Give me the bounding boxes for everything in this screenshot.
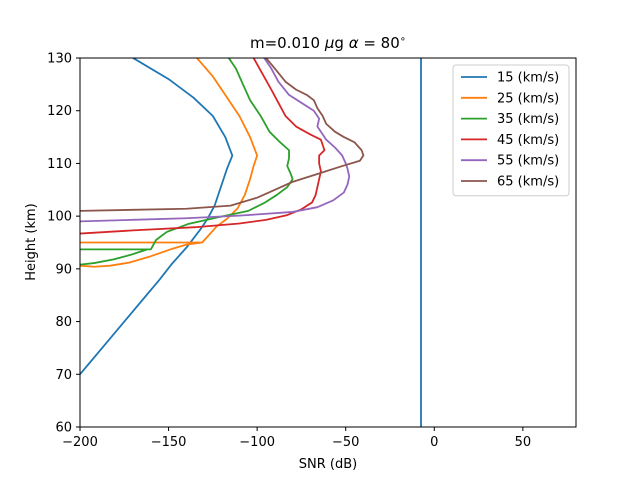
series-line-4 [80,58,326,235]
legend-label: 55 (km/s) [497,154,559,169]
y-tick-label: 90 [55,262,72,277]
plot-frame [79,57,577,428]
legend-label: 25 (km/s) [497,91,559,106]
legend-label: 15 (km/s) [497,71,559,86]
y-tick-label: 60 [55,421,72,436]
y-tick-label: 110 [47,157,72,172]
x-tick-label: −50 [332,435,359,450]
chart-title: m=0.010 μg α = 80∘ [250,34,406,52]
axes-layer: −200 −150 −100 −50 0 50 60 70 80 90 100 110 120 130 [47,52,577,450]
series-layer [80,58,422,427]
y-axis-label: Height (km) [24,203,39,280]
x-tick-label: −150 [151,435,187,450]
x-tick-label: −100 [239,435,275,450]
y-tick-label: 130 [47,52,72,67]
series-line-5 [80,58,351,223]
legend: 15 (km/s) 25 (km/s) 35 (km/s) 45 (km/s) 55 (… [452,64,570,197]
x-tick-label: −200 [62,435,98,450]
legend-label: 35 (km/s) [497,112,559,127]
y-tick-label: 100 [47,210,72,225]
x-axis-label: SNR (dB) [299,457,357,472]
legend-label: 45 (km/s) [497,133,559,148]
y-tick-label: 70 [55,368,72,383]
x-tick-label: 50 [515,435,532,450]
series-line-0 [80,58,234,376]
x-tick-label: 0 [430,435,438,450]
legend-label: 65 (km/s) [497,175,559,190]
series-line-6 [80,58,365,212]
series-line-3 [80,58,294,266]
y-tick-label: 120 [47,104,72,119]
series-line-2 [80,58,259,268]
y-tick-label: 80 [55,315,72,330]
